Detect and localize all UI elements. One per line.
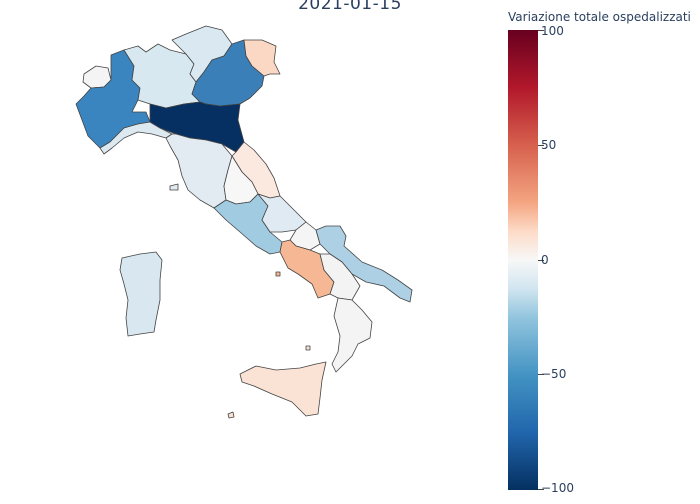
island-lipari xyxy=(305,345,311,351)
colorbar-gradient xyxy=(508,30,538,490)
region-friuli-venezia-giulia[interactable] xyxy=(243,39,281,77)
colorbar-label-0: 0 xyxy=(541,253,549,267)
colorbar-title: Variazione totale ospedalizzati xyxy=(508,10,691,24)
colorbar-tick xyxy=(538,374,544,375)
colorbar-label-neg50: −50 xyxy=(541,367,567,381)
colorbar-label-50: 50 xyxy=(541,138,557,152)
colorbar-tick xyxy=(538,489,544,490)
island-pantelleria xyxy=(227,411,235,419)
colorbar-label-neg100: −100 xyxy=(541,481,574,495)
region-toscana[interactable] xyxy=(165,133,233,209)
map-title: 2021-01-15 xyxy=(298,0,402,14)
island-capri xyxy=(275,271,281,277)
region-sardegna[interactable] xyxy=(119,251,163,337)
colorbar-tick xyxy=(538,260,544,261)
region-sicilia[interactable] xyxy=(239,361,327,417)
colorbar-tick xyxy=(538,30,544,31)
region-calabria[interactable] xyxy=(331,297,373,373)
colorbar-tick xyxy=(538,145,544,146)
colorbar-label-100: 100 xyxy=(541,24,564,38)
island-elba xyxy=(169,183,179,191)
